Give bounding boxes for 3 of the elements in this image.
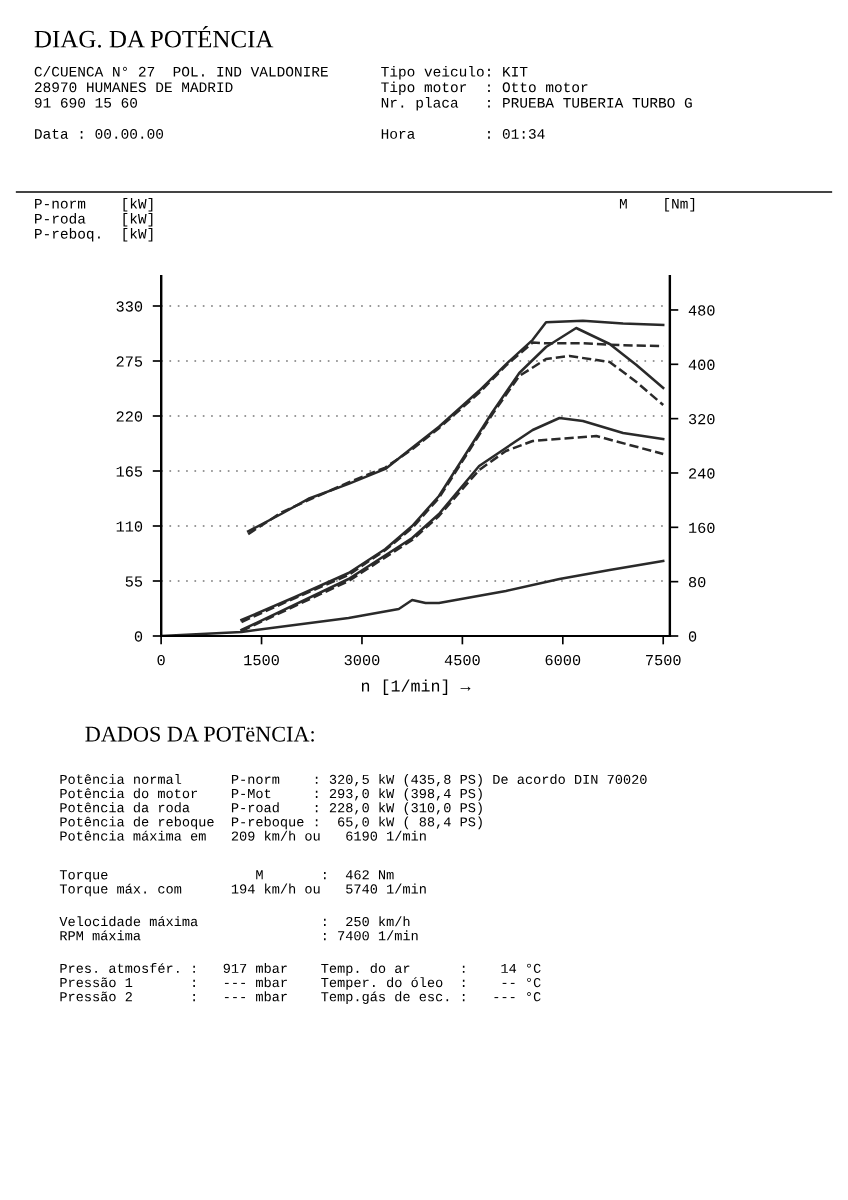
chart-title: DIAG. DA POTÉNCIA — [34, 25, 274, 48]
x-axis-title: n [1/min] → — [361, 679, 471, 695]
text: DADOS DA POTëNCIA: — [85, 726, 314, 742]
